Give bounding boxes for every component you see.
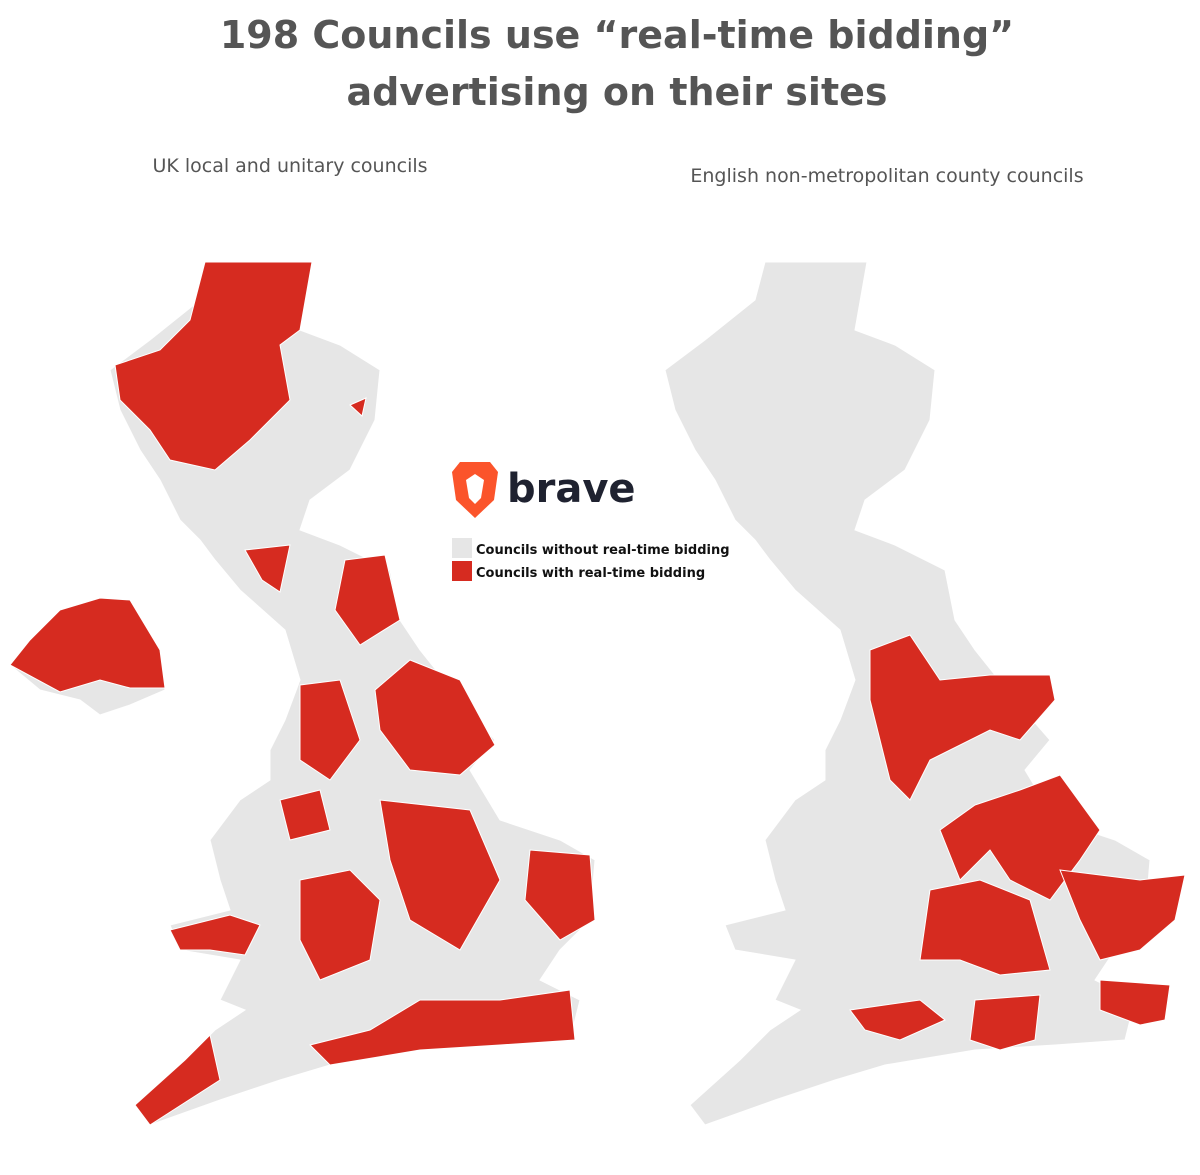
- legend: Councils without real-time bidding Counci…: [452, 538, 730, 581]
- england-map: [664, 261, 1186, 1126]
- legend-label: Councils with real-time bidding: [476, 566, 705, 581]
- region: [134, 1034, 221, 1126]
- region: [334, 554, 401, 646]
- region: [939, 774, 1101, 901]
- brave-logo: brave: [452, 462, 636, 518]
- region: [1059, 869, 1186, 961]
- legend-label: Councils without real-time bidding: [476, 543, 730, 558]
- region: [114, 261, 313, 471]
- region: [349, 397, 367, 417]
- map-subtitle: English non-metropolitan county councils: [690, 165, 1083, 187]
- region: [524, 849, 596, 941]
- title-line: advertising on their sites: [346, 70, 887, 114]
- region: [299, 869, 381, 981]
- legend-swatch: [452, 538, 472, 558]
- region: [869, 634, 1056, 801]
- legend-swatch: [452, 561, 472, 581]
- title-line: 198 Councils use “real-time bidding”: [220, 13, 1014, 57]
- map-subtitle: UK local and unitary councils: [152, 155, 427, 177]
- region: [919, 879, 1051, 976]
- region: [169, 914, 261, 956]
- logo-text: brave: [507, 466, 636, 512]
- region: [374, 659, 496, 776]
- region: [244, 544, 291, 593]
- region: [1099, 979, 1171, 1026]
- region: [279, 789, 331, 841]
- region: [379, 799, 501, 951]
- region: [849, 999, 946, 1041]
- region: [9, 597, 166, 693]
- uk-map: [9, 261, 596, 1126]
- region: [299, 679, 361, 781]
- region: [309, 989, 576, 1066]
- region: [969, 994, 1041, 1051]
- logo-face: [466, 474, 484, 504]
